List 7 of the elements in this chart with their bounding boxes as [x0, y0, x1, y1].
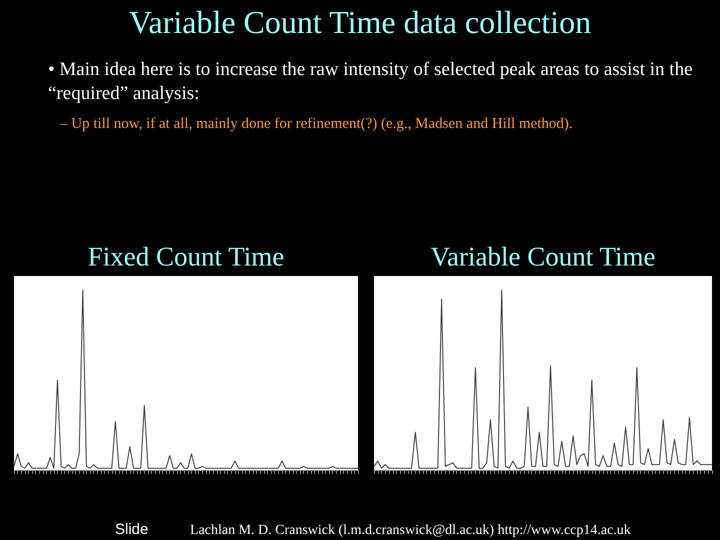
chart-title: Variable Count Time: [430, 242, 656, 272]
text: Slide: [115, 521, 148, 538]
text: Variable Count Time data collection: [128, 4, 592, 41]
chart-title: Fixed Count Time: [88, 242, 284, 272]
text: • Main idea here is to increase the raw intensity of selected peak areas to assist in the “required” analysis:: [48, 58, 694, 106]
text: Lachlan M. D. Cranswick (l.m.d.cranswick@dl.ac.uk) http://www.ccp14.ac.uk: [190, 523, 631, 539]
text: – Up till now, if at all, mainly done for refinement(?) (e.g., Madsen and Hill method).: [60, 116, 574, 133]
